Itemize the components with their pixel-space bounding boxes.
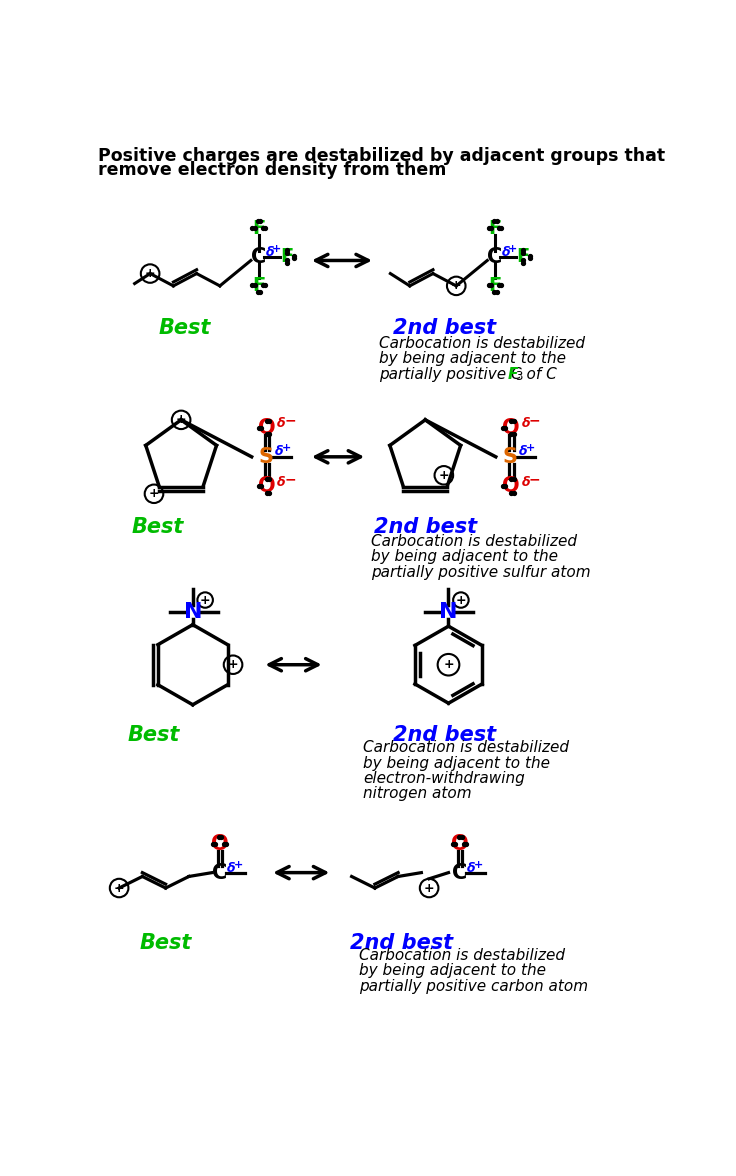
Text: δ: δ xyxy=(227,862,236,875)
Text: C: C xyxy=(251,247,266,267)
Text: O: O xyxy=(451,834,469,854)
Text: partially positive sulfur atom: partially positive sulfur atom xyxy=(371,564,590,580)
Text: S: S xyxy=(503,447,518,467)
Text: 2nd best: 2nd best xyxy=(393,724,496,744)
Text: F: F xyxy=(489,275,502,295)
Text: +: + xyxy=(474,860,484,870)
Text: δ: δ xyxy=(521,476,530,489)
Text: +: + xyxy=(282,443,291,454)
Text: S: S xyxy=(259,447,274,467)
Text: F: F xyxy=(280,247,293,266)
Text: by being adjacent to the: by being adjacent to the xyxy=(364,756,551,770)
Text: +: + xyxy=(508,243,517,254)
Text: partially positive carbon atom: partially positive carbon atom xyxy=(359,978,589,994)
Text: C: C xyxy=(212,863,227,883)
Text: 3: 3 xyxy=(515,369,523,383)
Text: Best: Best xyxy=(139,933,192,953)
Text: +: + xyxy=(200,594,210,607)
Text: 2nd best: 2nd best xyxy=(374,517,477,537)
Text: δ: δ xyxy=(266,246,275,259)
Text: δ: δ xyxy=(277,417,286,430)
Text: Carbocation is destabilized: Carbocation is destabilized xyxy=(364,740,569,755)
Text: Best: Best xyxy=(128,724,180,744)
Text: Best: Best xyxy=(132,517,184,537)
Text: N: N xyxy=(183,602,202,622)
Text: δ: δ xyxy=(502,246,511,259)
Text: electron-withdrawing: electron-withdrawing xyxy=(364,771,525,786)
Text: δ: δ xyxy=(467,862,475,875)
Text: C: C xyxy=(487,247,503,267)
Text: Carbocation is destabilized: Carbocation is destabilized xyxy=(359,948,565,963)
Text: +: + xyxy=(526,443,535,454)
Text: δ: δ xyxy=(275,445,283,457)
Text: by being adjacent to the: by being adjacent to the xyxy=(359,963,546,978)
Text: F: F xyxy=(507,367,517,382)
Text: partially positive C of C: partially positive C of C xyxy=(379,367,556,382)
Text: +: + xyxy=(145,267,155,280)
Text: O: O xyxy=(502,476,520,496)
Text: N: N xyxy=(439,602,458,622)
Text: −: − xyxy=(284,472,296,486)
Text: Positive charges are destabilized by adjacent groups that: Positive charges are destabilized by adj… xyxy=(98,147,665,166)
Text: O: O xyxy=(258,476,275,496)
Text: remove electron density from them: remove electron density from them xyxy=(98,161,447,179)
Text: F: F xyxy=(252,219,265,238)
Text: +: + xyxy=(234,860,243,870)
Text: nitrogen atom: nitrogen atom xyxy=(364,787,472,801)
Text: +: + xyxy=(176,413,186,427)
Text: Carbocation is destabilized: Carbocation is destabilized xyxy=(379,336,584,350)
Text: +: + xyxy=(114,882,124,895)
Text: −: − xyxy=(528,414,540,428)
Text: +: + xyxy=(424,882,434,895)
Text: 2nd best: 2nd best xyxy=(393,319,496,339)
Text: F: F xyxy=(489,219,502,238)
Text: +: + xyxy=(439,469,449,482)
Text: +: + xyxy=(456,594,466,607)
Text: δ: δ xyxy=(521,417,530,430)
Text: C: C xyxy=(453,863,468,883)
Text: +: + xyxy=(443,659,454,671)
Text: −: − xyxy=(528,472,540,486)
Text: F: F xyxy=(252,275,265,295)
Text: by being adjacent to the: by being adjacent to the xyxy=(371,549,558,564)
Text: O: O xyxy=(211,834,229,854)
Text: +: + xyxy=(227,659,238,671)
Text: δ: δ xyxy=(277,476,286,489)
Text: +: + xyxy=(149,487,159,500)
Text: F: F xyxy=(516,247,529,266)
Text: Carbocation is destabilized: Carbocation is destabilized xyxy=(371,534,577,549)
Text: −: − xyxy=(284,414,296,428)
Text: by being adjacent to the: by being adjacent to the xyxy=(379,352,566,367)
Text: O: O xyxy=(502,417,520,437)
Text: +: + xyxy=(451,280,461,293)
Text: Best: Best xyxy=(159,319,211,339)
Text: δ: δ xyxy=(519,445,528,457)
Text: +: + xyxy=(272,243,281,254)
Text: 2nd best: 2nd best xyxy=(350,933,453,953)
Text: O: O xyxy=(258,417,275,437)
